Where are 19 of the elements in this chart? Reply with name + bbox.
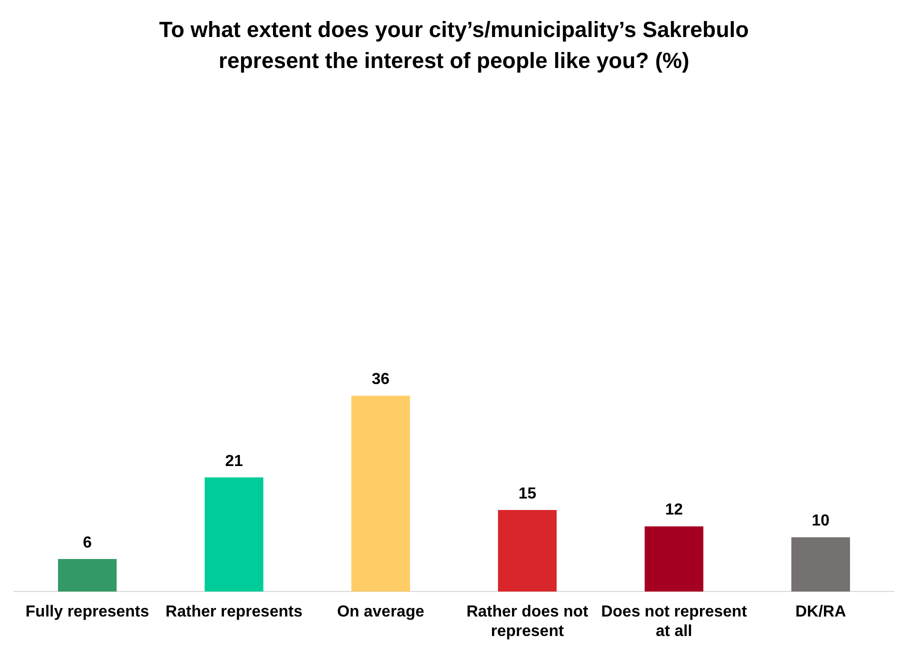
- bar: [791, 537, 850, 592]
- data-label: 10: [812, 512, 830, 530]
- x-tick-label: Rather does not represent: [466, 604, 589, 640]
- data-label: 15: [518, 485, 536, 502]
- x-tick-label: DK/RA: [795, 604, 846, 621]
- x-tick-label: On average: [337, 604, 424, 621]
- bar: [58, 558, 117, 592]
- data-label: 21: [225, 452, 243, 470]
- data-label: 6: [82, 534, 92, 552]
- bar: [351, 396, 410, 592]
- bar: [498, 510, 557, 592]
- data-label: 12: [665, 502, 683, 519]
- x-tick-label: Does not represent at all: [601, 604, 748, 640]
- x-tick-label: Rather represents: [166, 604, 303, 621]
- bar: [644, 526, 704, 592]
- chart-title: To what extent does your city’s/municipality’s Sakrebulo represent the interest of people like you? (%): [158, 16, 750, 75]
- x-tick-label: Fully represents: [26, 604, 150, 621]
- bar: [204, 477, 264, 592]
- data-label: 36: [372, 371, 390, 388]
